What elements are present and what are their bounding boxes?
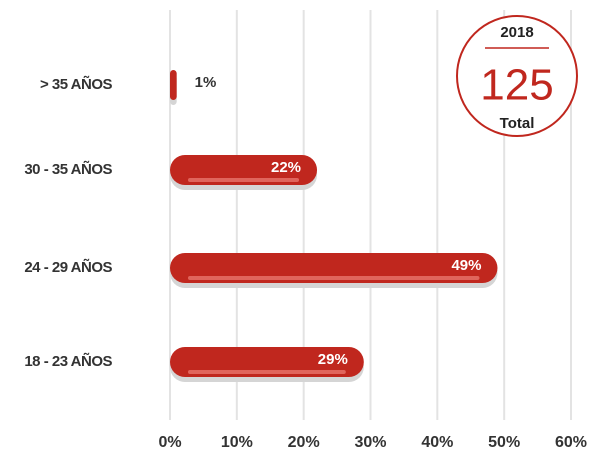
- bar-highlight: [188, 276, 480, 280]
- badge-year: 2018: [500, 24, 533, 41]
- value-label: 22%: [271, 159, 301, 176]
- bar-highlight: [188, 178, 300, 182]
- bar: [170, 347, 364, 377]
- x-tick-label: 40%: [421, 434, 453, 451]
- y-tick-label: 30 - 35 AÑOS: [24, 160, 112, 178]
- badge-value: 125: [480, 61, 553, 110]
- y-tick-label: > 35 AÑOS: [40, 75, 113, 93]
- value-label: 1%: [195, 74, 217, 91]
- y-tick-label: 24 - 29 AÑOS: [24, 258, 112, 276]
- x-tick-label: 60%: [555, 434, 587, 451]
- bar: [170, 70, 177, 100]
- x-tick-label: 10%: [221, 434, 253, 451]
- x-tick-label: 30%: [354, 434, 386, 451]
- badge-circle: [456, 15, 578, 137]
- x-tick-label: 50%: [488, 434, 520, 451]
- badge: 2018 125 Total: [456, 15, 578, 137]
- badge-label: Total: [500, 115, 535, 132]
- x-tick-label: 20%: [288, 434, 320, 451]
- bar: [170, 155, 318, 185]
- value-label: 49%: [451, 257, 481, 274]
- bar-highlight: [188, 370, 346, 374]
- y-tick-label: 18 - 23 AÑOS: [24, 352, 112, 370]
- bar: [170, 253, 498, 283]
- x-tick-label: 0%: [158, 434, 181, 451]
- value-label: 29%: [318, 351, 348, 368]
